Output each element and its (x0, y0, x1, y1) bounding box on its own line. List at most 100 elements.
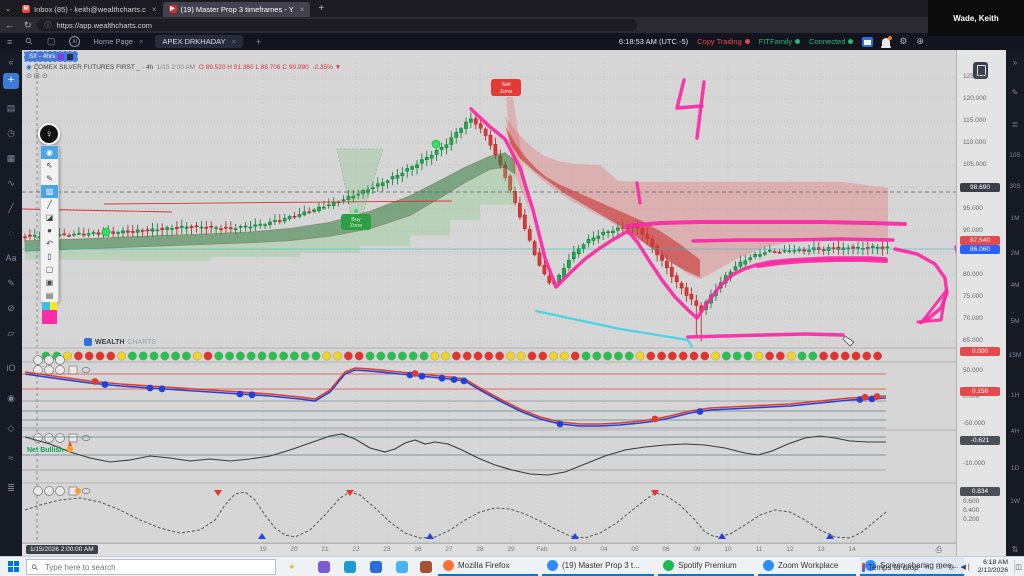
epicpen-thickness-icon[interactable]: ● (47, 226, 52, 235)
edit-icon[interactable]: ✎ (1011, 88, 1019, 97)
search-icon[interactable]: ⚲ (23, 35, 36, 48)
sidebar-target-icon[interactable]: ◉ (7, 393, 15, 403)
epicpen-color-c4[interactable] (42, 310, 57, 324)
epicpen-cursor-icon[interactable]: ⇖ (46, 161, 53, 170)
watch-list-icon[interactable]: ≣ (1011, 120, 1019, 129)
sidebar-calendar-icon[interactable]: ▦ (6, 153, 16, 163)
browser-tab-0[interactable]: M Inbox (85) - keith@wealthcharts.c × (16, 2, 163, 17)
expand-icon[interactable]: » (1012, 58, 1018, 67)
sidebar-text-icon[interactable]: Aa (5, 253, 17, 263)
epicpen-trash-icon[interactable]: ▯ (47, 252, 52, 261)
tab-close-icon[interactable]: × (151, 4, 157, 14)
add-workspace-tab-button[interactable]: + (255, 36, 262, 47)
back-button[interactable]: ← (5, 20, 14, 30)
layout-icon[interactable]: ▢ (46, 36, 56, 46)
workspace-tab-close-icon[interactable]: × (138, 37, 144, 46)
epicpen-eraser-icon[interactable]: ◪ (45, 213, 54, 222)
sidebar-measure-icon[interactable]: ⊘ (7, 303, 15, 313)
workspace-tab-0[interactable]: Home Page × (93, 37, 143, 46)
chart-area[interactable]: Sell Zone Buy Zone Net Bullish SI! - 4hrs ◉ … (22, 50, 956, 556)
status-connected[interactable]: Connected (809, 37, 854, 46)
sidebar-collapse-icon[interactable]: « (8, 57, 14, 67)
sidebar-draw-icon[interactable]: ✎ (7, 278, 15, 288)
timeframe-5M[interactable]: 5M (1010, 318, 1020, 325)
epicpen-color-c1[interactable] (42, 302, 50, 310)
status-fitfamily[interactable]: FITFamily (759, 37, 801, 46)
taskbar-search[interactable]: ⚲ (26, 559, 276, 575)
taskbar-icon-docs-app[interactable] (370, 561, 382, 573)
taskbar-clock[interactable]: 6:18 AM 2/12/2026 (977, 558, 1008, 574)
sidebar-watchlist-icon[interactable]: ▤ (6, 103, 16, 113)
timeframe-1M[interactable]: 1M (1010, 215, 1020, 222)
action-center-icon[interactable]: ◫ (1014, 560, 1022, 574)
chart-type-icon[interactable]: ⇅ (1011, 545, 1019, 554)
epicpen-color-c2[interactable] (50, 302, 57, 310)
taskbar-app-3[interactable]: Zoom Workplace (758, 557, 856, 576)
epicpen-pin-button[interactable]: ♀ (38, 123, 60, 145)
sidebar-shape-icon[interactable]: ▱ (7, 328, 15, 338)
timeframe-4H[interactable]: 4H (1010, 428, 1020, 435)
timeframe-10S[interactable]: 10S (1009, 152, 1021, 159)
tray-chevron-icon[interactable]: ∧ (924, 564, 930, 571)
gear-icon[interactable]: ⚙ (899, 36, 908, 46)
save-icon[interactable] (862, 36, 874, 47)
epicpen-straight-line-icon[interactable]: ╱ (47, 200, 52, 209)
notifications-bell-icon[interactable] (881, 36, 893, 48)
start-button[interactable] (8, 561, 19, 572)
url-input[interactable]: ⓘ https://app.wealthcharts.com (36, 19, 637, 31)
timeframe-30S[interactable]: 30S (1009, 183, 1021, 190)
sidebar-line-icon[interactable]: ╱ (8, 203, 14, 213)
timeframe-15M[interactable]: 15M (1008, 352, 1022, 359)
sidebar-diamond-icon[interactable]: ◇ (7, 423, 15, 433)
sidebar-trendline-icon[interactable]: ∿ (7, 178, 15, 188)
epicpen-show-hide-icon[interactable]: ◉ (41, 146, 58, 159)
tray-volume-icon[interactable]: ◀❘ (960, 564, 972, 571)
globe-icon[interactable]: ⊕ (916, 36, 924, 46)
panel-header-buttons[interactable] (33, 355, 91, 496)
epicpen-highlighter-icon[interactable]: ▨ (41, 185, 58, 198)
price-axis[interactable]: 125.000120.000115.000110.000105.000100.0… (956, 50, 1006, 556)
timeframe-1H[interactable]: 1H (1010, 392, 1020, 399)
sidebar-io-icon[interactable]: iO (6, 363, 16, 373)
weather-widget[interactable]: Temps to drop (861, 562, 919, 572)
new-tab-button[interactable]: + (318, 3, 325, 14)
taskbar-icon-mail-app[interactable] (344, 561, 356, 573)
taskbar-app-1[interactable]: (19) Master Prop 3 t... (542, 557, 654, 576)
tab-list-chevron-icon[interactable]: ⌄ (4, 4, 12, 13)
tab-close-icon[interactable]: × (299, 4, 305, 14)
taskbar-app-2[interactable]: Spotify Premium (658, 557, 754, 576)
print-icon[interactable]: ⎙ (935, 545, 942, 554)
epicpen-undo-icon[interactable]: ↶ (46, 239, 53, 248)
symbol-chip[interactable]: SI! - 4hrs (24, 51, 79, 62)
timeframe-1D[interactable]: 1D (1010, 465, 1020, 472)
time-axis[interactable]: 1/15/2026 2:00:00 AM ⎙ 19 20 21 22 23 26 27 28 2… (22, 543, 956, 556)
tray-mic-icon[interactable]: ◎ (948, 564, 955, 571)
sidebar-history-icon[interactable]: ◷ (7, 128, 15, 138)
timeframe-4M[interactable]: 4M (1010, 282, 1020, 289)
sidebar-add-button[interactable]: + (3, 73, 19, 89)
taskbar-icon-media-app[interactable] (420, 561, 432, 573)
refresh-button[interactable]: ↻ (24, 19, 32, 30)
axis-settings-icon[interactable] (973, 62, 988, 79)
taskbar-app-4[interactable]: Screen sharing mee... (860, 557, 964, 576)
epicpen-whiteboard-icon[interactable]: ▢ (45, 265, 54, 274)
timeframe-1W[interactable]: 1W (1010, 498, 1020, 505)
epicpen-screenshot-icon[interactable]: ▣ (45, 278, 54, 287)
sidebar-wave-icon[interactable]: ≈ (8, 453, 14, 463)
tray-display-icon[interactable]: ▭ (935, 564, 943, 571)
site-info-icon[interactable]: ⓘ (44, 22, 52, 29)
browser-tab-1[interactable]: ▶ (19) Master Prop 3 timeframes - Y × (162, 1, 311, 17)
cortana-sparkle-icon[interactable]: ✦ (288, 562, 296, 572)
workspace-tab-1[interactable]: APEX DRKHADAY × (155, 35, 243, 48)
epicpen-pen-icon[interactable]: ✎ (46, 174, 53, 183)
legend-tool-buttons[interactable]: ⊙⊞⊙ (26, 73, 50, 80)
timeframe-2M[interactable]: 2M (1010, 250, 1020, 257)
taskbar-app-0[interactable]: Mozilla Firefox (438, 557, 538, 576)
sidebar-lasso-icon[interactable]: ◌ (8, 228, 14, 238)
workspace-tab-close-icon[interactable]: × (231, 37, 236, 46)
ai-icon[interactable]: AI (69, 36, 81, 47)
menu-icon[interactable]: ≡ (7, 36, 13, 47)
status-copy-trading[interactable]: Copy Trading (697, 37, 750, 46)
search-input[interactable] (42, 561, 243, 573)
